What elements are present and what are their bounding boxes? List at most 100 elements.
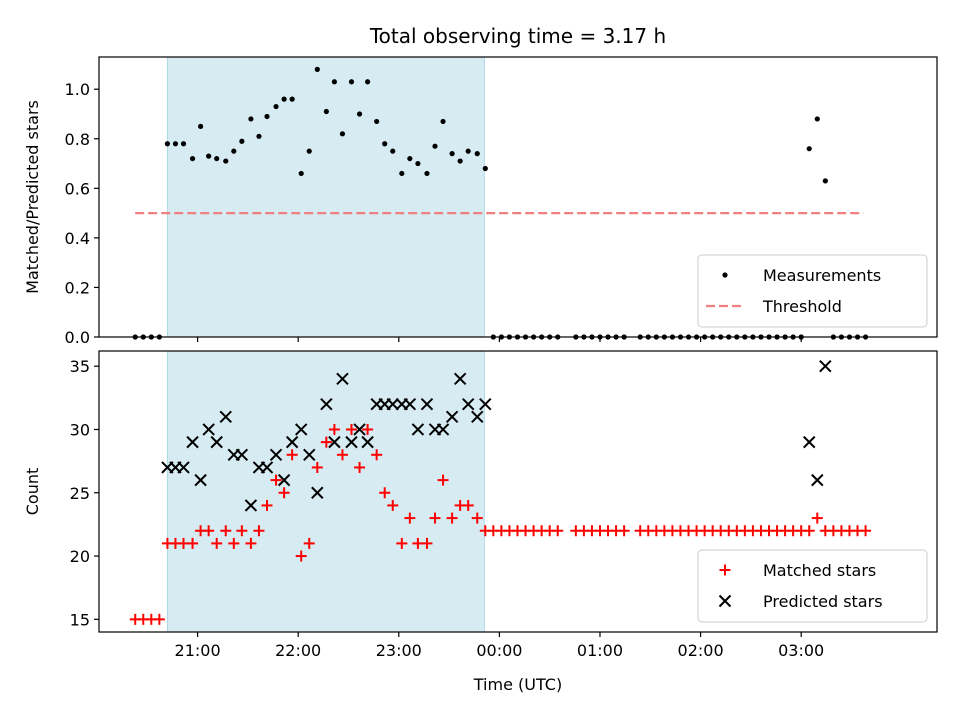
matched-star-point: [387, 499, 399, 511]
x-tick-label: 02:00: [678, 641, 724, 660]
predicted-star-point: [436, 423, 450, 436]
x-b: [210, 435, 223, 449]
predicted-star-point: [210, 435, 223, 449]
y-tick-label: 35: [70, 357, 90, 376]
matched-star-point: [336, 449, 348, 461]
matched-star-point: [270, 474, 282, 486]
predicted-star-point: [453, 372, 467, 386]
measurement-point: [440, 118, 446, 125]
x-b: [819, 359, 832, 373]
predicted-star-point: [386, 397, 399, 411]
legend-box: [697, 549, 928, 623]
x-b: [202, 423, 215, 436]
measurement-point: [298, 170, 304, 177]
x-b: [345, 435, 358, 449]
matched-star-point: [228, 537, 240, 549]
shaded-interval: [166, 350, 485, 633]
matched-star-point: [811, 512, 823, 524]
matched-star-point: [253, 525, 265, 537]
measurement-point: [465, 148, 471, 154]
matched-star-point: [437, 474, 449, 486]
chart-title: Total observing time = 3.17 h: [369, 24, 666, 48]
x-b: [269, 448, 283, 461]
measurement-point: [223, 158, 229, 164]
x-b: [471, 410, 484, 424]
matched-star-point: [379, 487, 391, 499]
matched-star-point: [286, 449, 298, 461]
matched-star-point: [303, 537, 315, 549]
legend: Measurements Threshold: [697, 254, 928, 328]
matched-star-point: [311, 461, 323, 473]
predicted-star-point: [260, 461, 274, 474]
legend-label: Measurements: [763, 266, 881, 285]
measurement-point: [382, 141, 388, 147]
x-b: [177, 461, 190, 474]
legend-label: Threshold: [762, 297, 842, 316]
measurement-point: [248, 116, 254, 122]
measurement-point: [374, 118, 380, 125]
predicted-star-point: [811, 473, 824, 487]
measurement-point: [339, 131, 346, 137]
predicted-star-point: [285, 435, 299, 449]
matched-star-point: [346, 423, 358, 435]
measurement-point: [198, 123, 204, 129]
x-b: [803, 435, 816, 449]
x-b: [277, 473, 291, 487]
x-b: [353, 423, 366, 436]
predicted-star-point: [177, 461, 190, 474]
matched-star-point: [220, 525, 232, 537]
x-b: [303, 448, 316, 461]
matched-star-point: [404, 512, 416, 524]
predicted-star-point: [202, 423, 215, 436]
x-b: [285, 435, 299, 449]
x-b: [320, 397, 333, 411]
measurement-point: [399, 170, 405, 177]
matched-star-point: [803, 525, 815, 537]
x-b: [403, 397, 417, 411]
x-b: [235, 448, 249, 461]
predicted-star-point: [403, 397, 417, 411]
predicted-star-point: [244, 499, 258, 512]
measurement-point: [323, 108, 329, 115]
x-b: [336, 372, 349, 386]
matched-star-point: [471, 512, 483, 524]
matched-star-point: [446, 512, 458, 524]
measurement-point: [314, 66, 320, 72]
measurement-point: [365, 79, 371, 85]
measurement-point: [356, 111, 363, 117]
predicted-star-point: [303, 448, 316, 461]
measurement-point: [172, 141, 179, 147]
x-b: [386, 397, 399, 411]
y-tick-label: 0.2: [65, 278, 90, 297]
matched-star-point: [362, 423, 374, 435]
predicted-star-point: [235, 448, 249, 461]
y-tick-label: 15: [70, 610, 90, 629]
measurement-point: [289, 96, 295, 102]
measurement-point: [390, 148, 396, 154]
predicted-star-point: [471, 410, 484, 424]
x-tick-label: 00:00: [476, 641, 522, 660]
x-tick-label: 03:00: [778, 641, 824, 660]
measurement-point: [432, 143, 438, 149]
matched-star-point: [295, 550, 307, 562]
x-b: [219, 410, 232, 424]
x-b: [361, 435, 374, 449]
measurement-point: [281, 96, 287, 102]
count-panel: 15 20 25 30 35 21:00 22:00 23:00 00:00 01:00 02:00…: [23, 350, 938, 660]
matched-star-point: [328, 423, 340, 435]
measurement-point: [457, 158, 463, 164]
matched-star-point: [860, 525, 872, 537]
measurement-point: [164, 141, 171, 147]
matched-star-point: [396, 537, 408, 549]
predicted-star-point: [320, 397, 333, 411]
predicted-star-point: [345, 435, 358, 449]
y-tick-label: 0.8: [65, 130, 90, 149]
measurement-point: [407, 155, 413, 162]
x-tick-label: 01:00: [577, 641, 623, 660]
y-tick-label: 0.6: [65, 179, 90, 198]
y-tick-label: 25: [70, 484, 90, 503]
matched-star-point: [371, 449, 383, 461]
predicted-star-point: [336, 372, 349, 386]
predicted-star-point: [194, 473, 207, 487]
